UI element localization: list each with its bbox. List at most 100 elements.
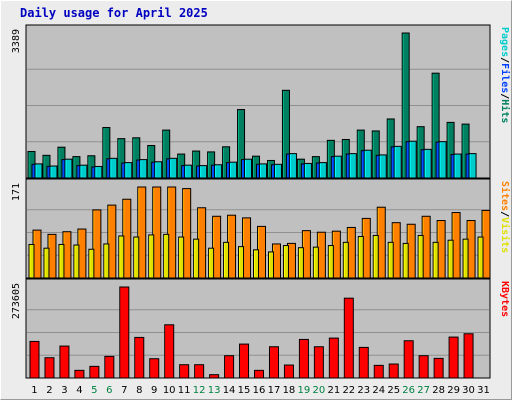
kbytes-bar-day-23 [358, 346, 369, 379]
legend-sep: / [499, 93, 510, 99]
x-tick-label-day-12: 12 [193, 385, 206, 396]
legend-files: Files [499, 63, 511, 93]
visits-bar-day-26 [402, 242, 409, 279]
pages-bar-day-11 [184, 164, 193, 179]
x-tick-label-day-28: 28 [432, 385, 445, 396]
kbytes-bar-day-24 [373, 364, 384, 379]
kbytes-bar-day-18 [283, 364, 294, 379]
kbytes-bar-day-19 [298, 338, 309, 379]
visits-bar-day-7 [118, 235, 125, 279]
pages-bar-day-1 [34, 163, 43, 179]
x-tick-label-day-27: 27 [417, 385, 430, 396]
visits-bar-day-16 [253, 249, 260, 279]
kbytes-bar-day-25 [388, 363, 399, 379]
visits-bar-day-17 [267, 251, 274, 279]
pages-bar-day-24 [378, 154, 387, 179]
kbytes-bar-day-30 [463, 333, 474, 379]
sites-bar-day-8 [137, 186, 147, 279]
visits-bar-day-31 [477, 236, 484, 279]
visits-bar-day-30 [462, 238, 469, 279]
visits-bar-day-28 [432, 241, 439, 279]
x-tick-label-day-17: 17 [268, 385, 281, 396]
x-tick-label-day-16: 16 [253, 385, 266, 396]
pages-bar-day-15 [244, 158, 253, 179]
pages-bar-day-12 [199, 165, 208, 179]
x-tick-label-day-18: 18 [283, 385, 296, 396]
pages-bar-day-3 [64, 158, 73, 179]
legend-pages: Pages [499, 27, 510, 57]
legend-hits: Hits [499, 99, 511, 123]
pages-bar-day-29 [453, 153, 462, 179]
x-tick-label-day-31: 31 [477, 385, 490, 396]
sites-bar-day-5 [92, 209, 102, 279]
kbytes-bar-day-27 [418, 355, 429, 379]
x-tick-label-day-13: 13 [208, 385, 221, 396]
visits-bar-day-21 [327, 245, 334, 279]
visits-bar-day-5 [88, 248, 95, 279]
x-tick-label-day-25: 25 [387, 385, 400, 396]
x-tick-label-day-10: 10 [163, 385, 176, 396]
x-tick-label-day-15: 15 [238, 385, 251, 396]
kbytes-bar-day-11 [179, 364, 190, 379]
x-tick-label-day-30: 30 [462, 385, 475, 396]
kbytes-bar-day-3 [59, 345, 70, 379]
panel-2-ymax-label: 171 [11, 183, 22, 201]
pages-bar-day-10 [169, 157, 178, 179]
legend-sites: Sites [499, 181, 511, 211]
visits-bar-day-3 [58, 243, 65, 279]
pages-bar-day-28 [438, 141, 447, 179]
visits-bar-day-23 [357, 235, 364, 279]
kbytes-bar-day-9 [149, 358, 160, 379]
pages-bar-day-22 [348, 153, 357, 179]
x-tick-label-day-14: 14 [223, 385, 236, 396]
panel-1-legend: Pages/Files/Hits [499, 27, 511, 123]
kbytes-bar-day-15 [239, 343, 250, 379]
x-tick-label-day-7: 7 [121, 385, 127, 396]
kbytes-bar-day-28 [433, 357, 444, 379]
visits-bar-day-12 [193, 238, 200, 279]
kbytes-bar-day-26 [403, 340, 414, 379]
sites-bar-day-6 [107, 204, 117, 279]
x-tick-label-day-26: 26 [402, 385, 415, 396]
pages-bar-day-19 [303, 162, 312, 179]
x-tick-label-day-8: 8 [136, 385, 142, 396]
kbytes-bar-day-6 [104, 355, 115, 379]
visits-bar-day-19 [297, 247, 304, 279]
x-tick-label-day-5: 5 [91, 385, 97, 396]
pages-bar-day-4 [79, 164, 88, 179]
sites-bar-day-9 [152, 186, 162, 279]
x-tick-label-day-2: 2 [46, 385, 52, 396]
sites-bar-day-10 [167, 186, 177, 279]
pages-bar-day-18 [288, 153, 297, 179]
x-tick-label-day-20: 20 [313, 385, 326, 396]
x-tick-label-day-1: 1 [31, 385, 37, 396]
legend-sep: / [499, 57, 510, 63]
x-tick-label-day-3: 3 [61, 385, 67, 396]
x-tick-label-day-21: 21 [327, 385, 340, 396]
visits-bar-day-14 [223, 241, 230, 279]
pages-bar-day-5 [94, 165, 103, 179]
kbytes-bar-day-5 [89, 365, 100, 379]
kbytes-bar-day-21 [328, 337, 339, 379]
pages-bar-day-23 [363, 149, 372, 179]
pages-bar-day-16 [259, 163, 268, 179]
visits-bar-day-27 [417, 234, 424, 279]
kbytes-bar-day-13 [209, 374, 220, 379]
panel-3-legend: KBytes [499, 281, 510, 317]
visits-bar-day-20 [312, 246, 319, 279]
x-tick-label-day-4: 4 [76, 385, 82, 396]
x-tick-label-day-19: 19 [298, 385, 311, 396]
panel-2-legend: Sites/Visits [499, 181, 511, 253]
kbytes-bar-day-7 [119, 286, 130, 379]
legend-visits: Visits [499, 217, 511, 253]
kbytes-bar-day-10 [164, 324, 175, 379]
legend-sep: / [499, 211, 510, 217]
pages-bar-day-6 [109, 157, 118, 179]
visits-bar-day-22 [342, 241, 349, 279]
kbytes-bar-day-8 [134, 336, 145, 379]
pages-bar-day-2 [49, 165, 58, 179]
kbytes-bar-day-12 [194, 364, 205, 379]
pages-bar-day-20 [318, 162, 327, 179]
kbytes-bar-day-16 [254, 369, 265, 379]
visits-bar-day-29 [447, 239, 454, 279]
